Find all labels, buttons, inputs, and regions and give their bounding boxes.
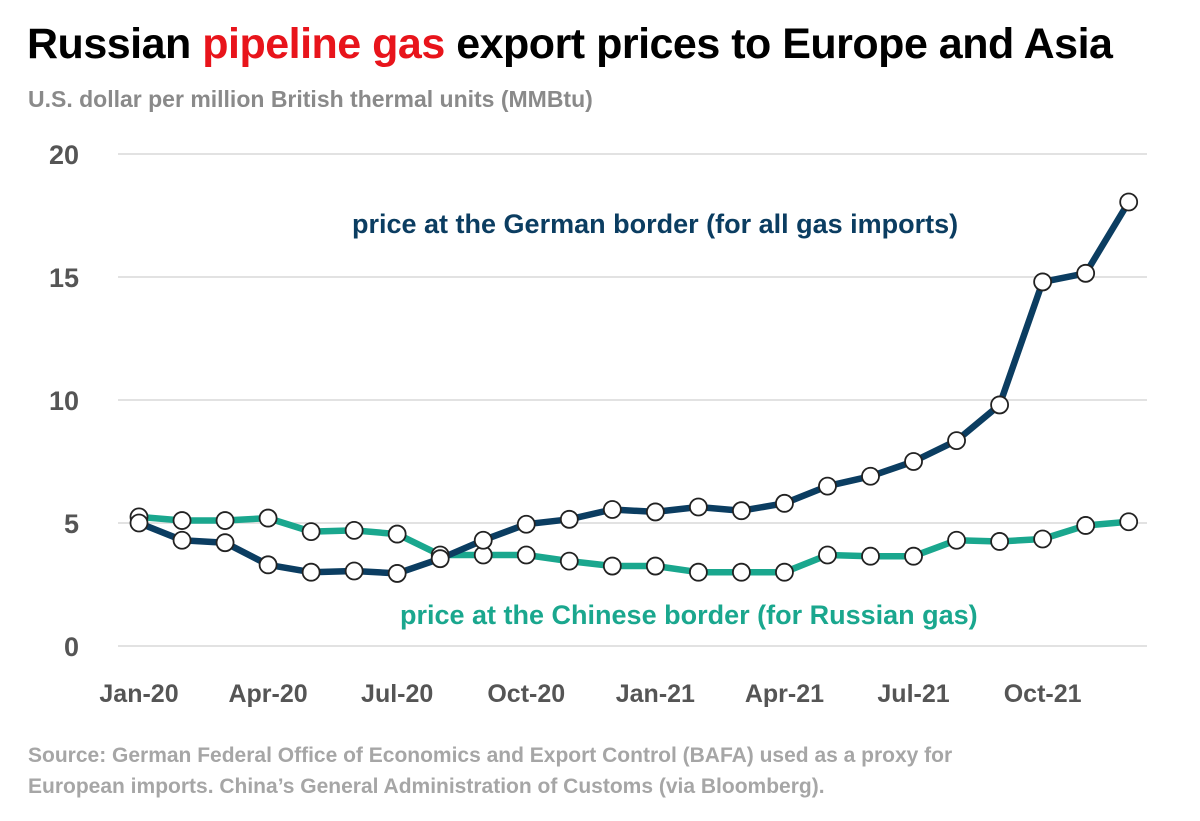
chinese-point (1076, 516, 1096, 535)
chinese-series-label: price at the Chinese border (for Russian… (400, 600, 978, 630)
german-point (430, 549, 450, 569)
german-point (516, 514, 536, 534)
german-point (775, 493, 794, 513)
german-point (818, 476, 837, 496)
x-tick-label: Jan-21 (616, 680, 695, 708)
german-point (1119, 192, 1139, 212)
chart-title: Russian pipeline gas export prices to Eu… (27, 20, 1113, 69)
german-point (1033, 272, 1053, 292)
chinese-point (602, 556, 622, 576)
chinese-series-line (135, 513, 1132, 576)
chinese-point (344, 520, 364, 540)
chinese-point (258, 508, 278, 528)
x-tick-label: Apr-20 (228, 680, 307, 708)
chinese-point (559, 551, 579, 571)
chinese-point (775, 562, 794, 582)
chinese-point (732, 562, 751, 582)
german-point (645, 502, 665, 522)
source-line-1: Source: German Federal Office of Economi… (28, 744, 953, 767)
x-tick-label: Jul-21 (877, 680, 949, 708)
chinese-point (301, 522, 321, 542)
german-point (473, 530, 493, 550)
chart-subtitle: U.S. dollar per million British thermal … (28, 86, 593, 112)
german-point (990, 395, 1009, 415)
german-point (172, 530, 192, 550)
series-labels: price at the German border (for all gas … (352, 209, 978, 630)
source-note: Source: German Federal Office of Economi… (28, 740, 1178, 802)
y-tick-label: 10 (49, 386, 79, 416)
chinese-point (990, 532, 1009, 551)
chinese-point (947, 530, 966, 550)
german-point (301, 562, 321, 582)
german-point (947, 431, 966, 450)
german-point (344, 561, 364, 581)
german-point (559, 509, 579, 529)
chinese-point (861, 546, 880, 566)
title-highlight: pipeline gas (202, 20, 445, 68)
y-tick-label: 5 (64, 509, 79, 539)
y-tick-label: 0 (64, 632, 79, 662)
x-tick-label: Oct-21 (1004, 680, 1082, 708)
chinese-point (688, 562, 708, 582)
chinese-point (645, 556, 665, 576)
german-point (602, 500, 622, 519)
x-axis-ticks: Jan-20 Apr-20 Jul-20 Oct-20 Jan-21 Apr-21 Jul-… (99, 680, 1081, 708)
y-tick-label: 20 (49, 140, 79, 170)
german-point (904, 452, 923, 471)
y-tick-label: 15 (49, 263, 79, 293)
x-tick-label: Jul-20 (361, 680, 433, 708)
chinese-point (904, 546, 923, 566)
series-lines (135, 198, 1132, 577)
german-point (387, 564, 407, 583)
source-line-2: European imports. China’s General Admini… (28, 775, 825, 798)
y-axis-ticks: 0 5 10 15 20 (49, 140, 79, 662)
chinese-point (516, 545, 536, 565)
title-part-2: export prices to Europe and Asia (456, 20, 1113, 68)
german-series-label: price at the German border (for all gas … (352, 209, 958, 239)
chinese-point (215, 511, 235, 530)
x-tick-label: Apr-21 (745, 680, 824, 708)
series-markers (129, 192, 1139, 583)
title-part-1: Russian (27, 20, 191, 68)
chinese-point (1119, 512, 1139, 532)
german-point (688, 497, 708, 517)
german-point (861, 466, 880, 486)
chinese-point (387, 524, 407, 544)
german-point (215, 533, 235, 553)
german-point (1076, 263, 1096, 283)
german-point (732, 501, 751, 521)
chinese-point (818, 545, 837, 565)
german-point (129, 513, 149, 533)
chinese-point (172, 511, 192, 530)
x-tick-label: Jan-20 (99, 680, 178, 708)
x-tick-label: Oct-20 (487, 680, 565, 708)
chinese-point (1033, 529, 1053, 549)
german-point (258, 555, 278, 575)
german-series-line (135, 198, 1132, 577)
